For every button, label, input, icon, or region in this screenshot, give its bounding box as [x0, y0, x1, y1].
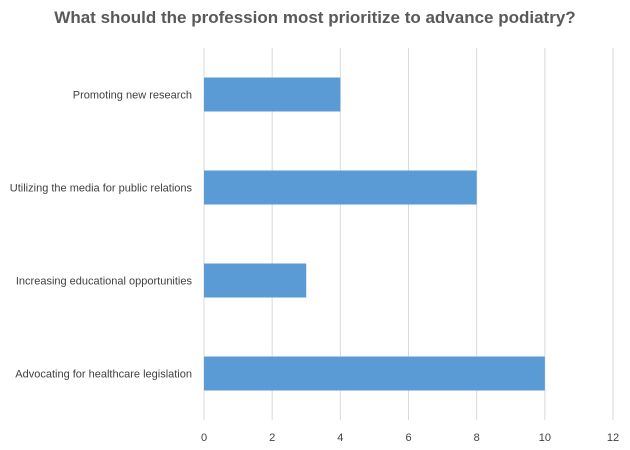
x-tick-label: 10 — [539, 432, 551, 444]
bar — [204, 170, 477, 205]
category-labels: Promoting new research Utilizing the medi… — [10, 90, 193, 381]
x-tick-label: 2 — [269, 432, 275, 444]
x-tick-labels: 0 2 4 6 8 10 12 — [201, 432, 619, 444]
x-tick-label: 8 — [474, 432, 480, 444]
bar — [204, 356, 545, 391]
x-tick-label: 0 — [201, 432, 207, 444]
category-label: Promoting new research — [73, 90, 192, 102]
bar — [204, 263, 307, 298]
bar — [204, 77, 341, 112]
x-tick-label: 4 — [337, 432, 343, 444]
x-tick-label: 12 — [607, 432, 619, 444]
chart-title: What should the profession most prioriti… — [54, 8, 576, 27]
x-tick-label: 6 — [405, 432, 411, 444]
category-label: Utilizing the media for public relations — [10, 183, 193, 195]
category-label: Advocating for healthcare legislation — [15, 369, 192, 381]
bars — [204, 77, 545, 391]
category-label: Increasing educational opportunities — [16, 276, 193, 288]
